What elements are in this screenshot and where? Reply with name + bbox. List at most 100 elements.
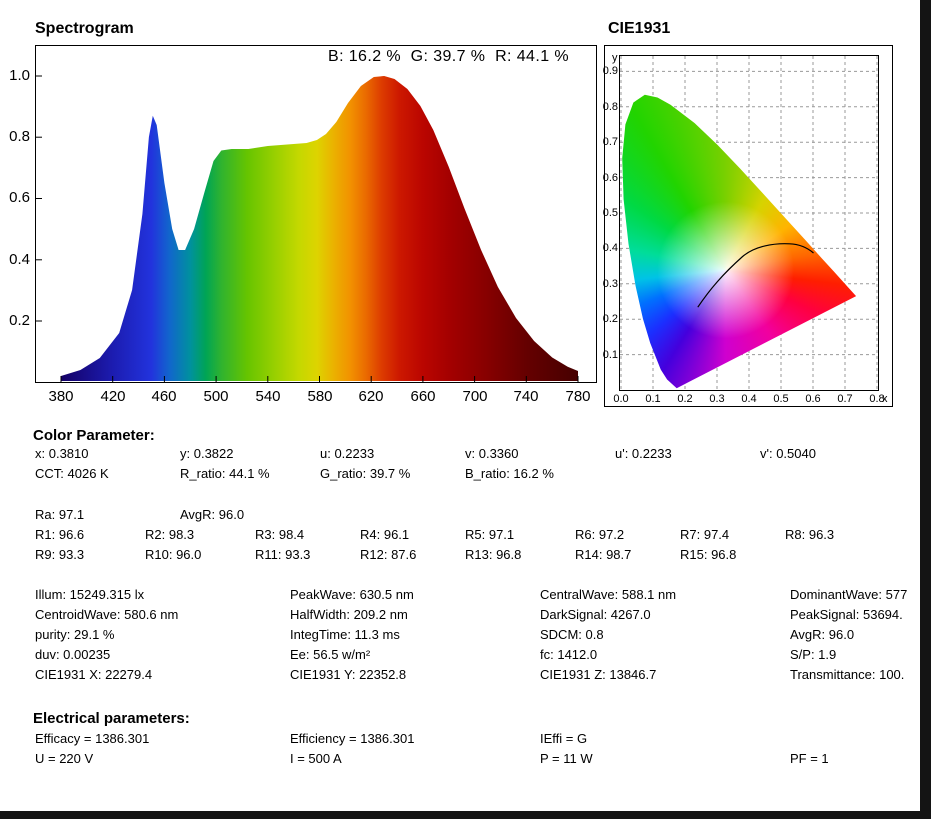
param-value: Efficacy = 1386.301 [35,731,150,746]
param-value: v': 0.5040 [760,446,816,461]
param-value: x: 0.3810 [35,446,89,461]
spectrogram-x-tick: 580 [307,388,333,405]
param-value: R10: 96.0 [145,547,202,562]
param-value: Ra: 97.1 [35,507,85,522]
cie-plot-area [619,55,879,391]
param-value: IEffi = G [540,731,588,746]
electrical-row-2: U = 220 V I = 500 A P = 11 W PF = 1 [0,751,920,769]
rgb-ratio-overlay: B: 16.2 % G: 39.7 % R: 44.1 % [328,48,569,65]
param-value: duv: 0.00235 [35,647,111,662]
param-value: u': 0.2233 [615,446,672,461]
spectrogram-x-tick: 660 [410,388,436,405]
spectrogram-y-tick: 0.6 [9,189,30,206]
param-value: y: 0.3822 [180,446,234,461]
param-value: R15: 96.8 [680,547,737,562]
spectrogram-x-tick: 540 [255,388,281,405]
cct-ratio-row: CCT: 4026 K R_ratio: 44.1 % G_ratio: 39.… [0,466,920,484]
param-value: v: 0.3360 [465,446,519,461]
param-value: SDCM: 0.8 [540,627,604,642]
param-value: u: 0.2233 [320,446,375,461]
color-parameter-heading: Color Parameter: [33,427,155,444]
param-value: R4: 96.1 [360,527,410,542]
param-value: R9: 93.3 [35,547,85,562]
param-value: CIE1931 Y: 22352.8 [290,667,407,682]
cri-row-2: R9: 93.3 R10: 96.0 R11: 93.3 R12: 87.6 R… [0,547,920,565]
spectrogram-y-tick: 1.0 [9,67,30,84]
param-value: CIE1931 Z: 13846.7 [540,667,657,682]
spectrogram-title: Spectrogram [35,20,134,37]
param-value: R11: 93.3 [255,547,311,562]
param-value: B_ratio: 16.2 % [465,466,554,481]
spectrogram-y-tick: 0.2 [9,312,30,329]
param-value: CentroidWave: 580.6 nm [35,607,179,622]
param-value: G_ratio: 39.7 % [320,466,411,481]
spectrogram-x-tick: 460 [151,388,177,405]
cie-y-tick: 0.8 [602,101,618,113]
spectrogram-x-tick: 500 [203,388,229,405]
spectrogram-x-tick: 780 [565,388,591,405]
param-value: DarkSignal: 4267.0 [540,607,651,622]
spectrogram-x-tick: 620 [358,388,384,405]
photometry-row-4: duv: 0.00235 Ee: 56.5 w/m² fc: 1412.0 S/… [0,647,920,665]
param-value: CentralWave: 588.1 nm [540,587,677,602]
cie-diagram: y 0.9 0.8 0.7 0.6 0.5 0.4 0.3 0.2 0.1 0.… [602,45,893,407]
ra-row: Ra: 97.1 AvgR: 96.0 [0,507,920,525]
param-value: R_ratio: 44.1 % [180,466,270,481]
param-value: fc: 1412.0 [540,647,598,662]
window-edge-bottom [0,811,931,819]
cie-x-tick: 0.2 [677,393,693,405]
tristimulus-row: CIE1931 X: 22279.4 CIE1931 Y: 22352.8 CI… [0,667,920,685]
param-value: CCT: 4026 K [35,466,109,481]
photometry-row-2: CentroidWave: 580.6 nm HalfWidth: 209.2 … [0,607,920,625]
photometry-row-3: purity: 29.1 % IntegTime: 11.3 ms SDCM: … [0,627,920,645]
cie-y-tick: 0.4 [602,242,618,254]
cie-x-tick: 0.8 [869,393,885,405]
cie-x-tick: 0.3 [709,393,725,405]
spectrogram-x-tick: 740 [513,388,539,405]
cie-y-tick: 0.3 [602,278,618,290]
electrical-row-1: Efficacy = 1386.301 Efficiency = 1386.30… [0,731,920,749]
param-value: R13: 96.8 [465,547,522,562]
cie-y-tick: 0.9 [602,65,618,77]
param-value: R3: 98.4 [255,527,305,542]
axis-ticks [36,75,579,382]
param-value: PeakSignal: 53694. [790,607,903,622]
electrical-parameters-heading: Electrical parameters: [33,710,190,727]
cie-y-tick: 0.2 [602,313,618,325]
cie-y-axis-label: y [612,52,618,64]
cie-y-tick: 0.5 [602,207,618,219]
param-value: AvgR: 96.0 [180,507,245,522]
spectrogram-y-tick: 0.4 [9,251,30,268]
param-value: CIE1931 X: 22279.4 [35,667,153,682]
param-value: P = 11 W [540,751,593,766]
param-value: R12: 87.6 [360,547,417,562]
param-value: Illum: 15249.315 lx [35,587,145,602]
cie-x-tick: 0.6 [805,393,821,405]
cie-x-tick: 0.1 [645,393,661,405]
photometry-row-1: Illum: 15249.315 lx PeakWave: 630.5 nm C… [0,587,920,605]
window-edge-right [920,0,931,819]
param-value: R1: 96.6 [35,527,85,542]
param-value: R14: 98.7 [575,547,632,562]
cie-y-tick: 0.7 [602,136,618,148]
param-value: Transmittance: 100. [790,667,905,682]
cie-x-tick: 0.7 [837,393,853,405]
cie-y-tick: 0.6 [602,172,618,184]
param-value: purity: 29.1 % [35,627,115,642]
param-value: S/P: 1.9 [790,647,837,662]
planckian-locus-curve [697,243,814,308]
param-value: Efficiency = 1386.301 [290,731,415,746]
cie-x-tick: 0.5 [773,393,789,405]
param-value: IntegTime: 11.3 ms [290,627,400,642]
cie-x-axis-label: x [882,393,888,405]
param-value: R2: 98.3 [145,527,195,542]
param-value: R5: 97.1 [465,527,515,542]
spectrogram-x-tick: 420 [100,388,126,405]
spectrogram-x-tick: 700 [462,388,488,405]
cie-x-tick: 0.4 [741,393,757,405]
param-value: R7: 97.4 [680,527,730,542]
cri-row-1: R1: 96.6 R2: 98.3 R3: 98.4 R4: 96.1 R5: … [0,527,920,545]
chromaticity-row: x: 0.3810 y: 0.3822 u: 0.2233 v: 0.3360 … [0,446,920,464]
spectrum-area-curve [36,75,579,382]
